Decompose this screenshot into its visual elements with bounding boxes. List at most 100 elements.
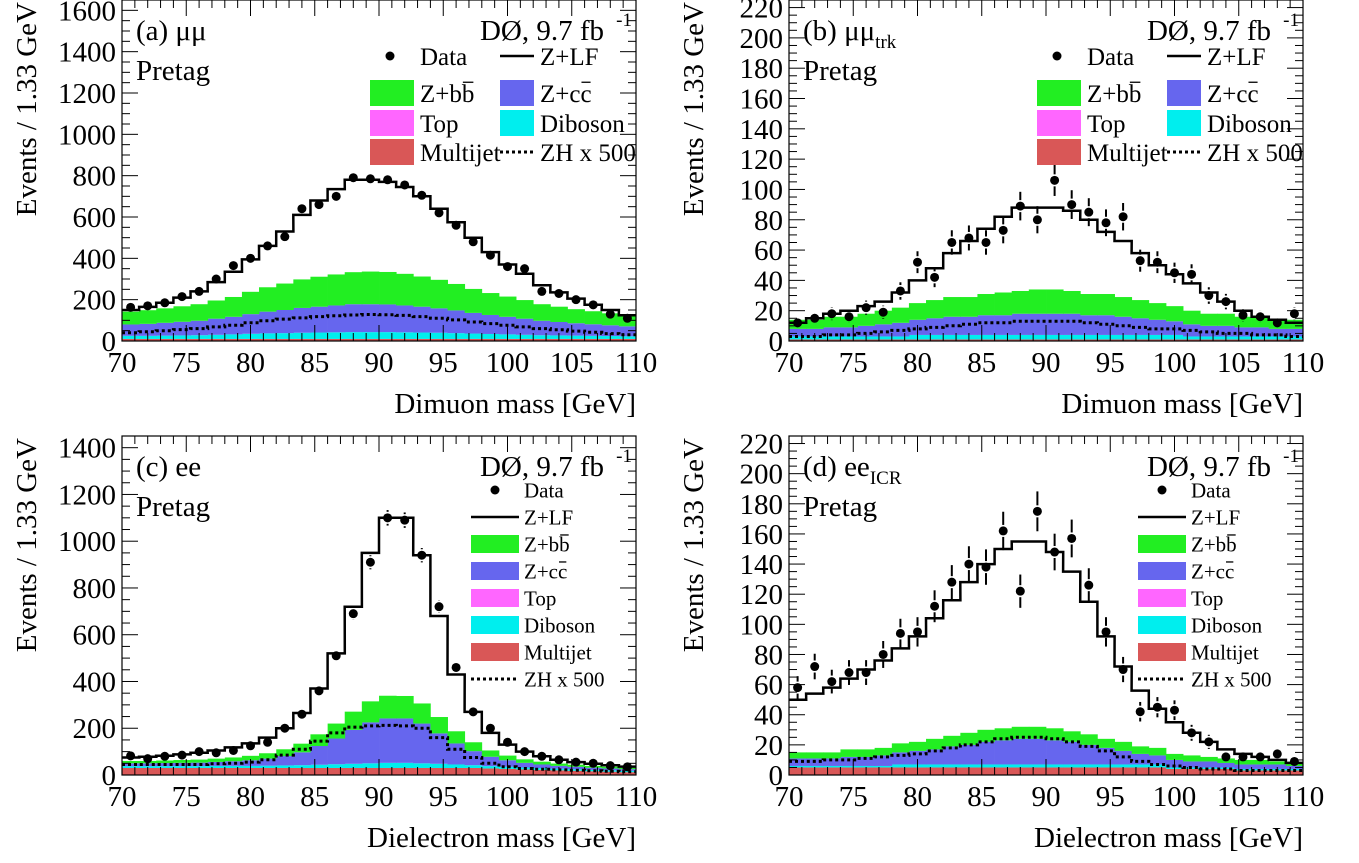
stack-zbb-bar — [344, 272, 363, 305]
stack-zcc-bar — [1183, 761, 1201, 768]
legend-data: Data — [1087, 44, 1134, 71]
stack-zbb-bar — [926, 300, 944, 319]
data-point — [844, 312, 854, 322]
data-point — [878, 307, 888, 317]
stack-zcc-bar — [1080, 744, 1098, 765]
stack-zcc-bar — [516, 318, 534, 335]
stack-zbb-bar — [207, 300, 226, 319]
y-tick-label: 120 — [740, 144, 784, 176]
stack-multijet-bar — [464, 767, 483, 775]
stack-zbb-bar — [1114, 741, 1133, 751]
y-tick-label: 40 — [754, 700, 783, 732]
stack-multijet-bar — [874, 339, 893, 341]
data-point — [1238, 310, 1248, 320]
stack-zbb-bar — [224, 296, 243, 317]
stack-zcc-bar — [584, 767, 603, 770]
y-tick-label: 0 — [769, 326, 784, 358]
stack-zbb-bar — [1011, 726, 1030, 739]
legend-diboson: Diboson — [1207, 111, 1292, 138]
x-tick-label: 100 — [486, 347, 530, 379]
data-point — [1084, 580, 1094, 590]
stack-diboson-bar — [430, 763, 448, 768]
stack-zbb-bar — [1046, 289, 1064, 314]
panel-label-subscript: trk — [875, 32, 897, 53]
legend-diboson: Diboson — [524, 613, 596, 637]
stack-multijet-bar — [1028, 339, 1047, 341]
stack-zcc-bar — [1217, 762, 1235, 768]
data-point — [383, 513, 393, 523]
stack-multijet-bar — [1183, 768, 1201, 775]
stack-diboson-bar — [1046, 764, 1064, 768]
stack-multijet-bar — [224, 767, 243, 775]
x-tick-label: 110 — [1282, 781, 1324, 813]
stack-diboson-bar — [874, 765, 893, 768]
stack-zcc-bar — [344, 304, 363, 333]
legend-top-swatch — [471, 589, 519, 607]
legend-top: Top — [1087, 111, 1126, 138]
stack-zcc-bar — [361, 722, 380, 764]
data-point — [947, 237, 957, 247]
stack-multijet-bar — [413, 338, 431, 341]
legend-data-marker — [385, 51, 395, 61]
stack-multijet-bar — [430, 338, 448, 341]
stack-zcc-bar — [259, 311, 277, 334]
stack-multijet-bar — [1028, 767, 1047, 775]
legend-antiquark: c — [558, 559, 567, 583]
legend-antiquark: b — [1129, 81, 1142, 108]
stack-zcc-bar — [516, 762, 534, 768]
stack-multijet-bar — [173, 338, 191, 341]
stack-diboson-bar — [259, 765, 277, 768]
stack-zbb-bar — [584, 311, 603, 325]
data-point — [1289, 309, 1299, 319]
legend-multijet-swatch — [1037, 139, 1081, 165]
y-tick-label: 200 — [740, 459, 784, 491]
stack-multijet-bar — [567, 770, 585, 775]
stack-multijet-bar — [977, 767, 995, 775]
y-tick-label: 120 — [740, 579, 784, 611]
x-tick-label: 70 — [775, 347, 804, 379]
stack-multijet-bar — [1285, 770, 1304, 775]
data-point — [1015, 586, 1025, 596]
stack-zbb-bar — [550, 306, 568, 322]
selection-label: Pretag — [136, 491, 210, 523]
stack-zcc-bar — [1268, 328, 1287, 337]
stack-multijet-bar — [310, 338, 328, 341]
stack-multijet-bar — [1080, 339, 1098, 341]
stack-diboson-bar — [1097, 334, 1115, 340]
stack-zbb-bar — [1200, 756, 1218, 762]
legend-data-marker — [490, 485, 500, 495]
stack-zbb-bar — [533, 761, 551, 765]
stack-zcc-bar — [156, 322, 174, 336]
data-point — [434, 602, 444, 612]
legend-zlf: Z+LF — [1191, 505, 1240, 529]
panel-2: 70 75 80 85 90 95 100 105 1100204060801001201401… — [678, 0, 1324, 420]
stack-multijet-bar — [1183, 339, 1201, 341]
lumi-exponent: -1 — [616, 446, 632, 467]
stack-diboson-bar — [293, 765, 311, 768]
y-tick-label: 200 — [73, 713, 117, 745]
stack-zbb-bar — [1028, 726, 1047, 739]
zlf-total-line — [789, 206, 1303, 325]
data-point — [400, 180, 410, 190]
stack-zbb-bar — [310, 734, 328, 747]
legend-multijet-swatch — [1138, 643, 1186, 661]
stack-zbb-bar — [396, 273, 414, 306]
stack-multijet-bar — [379, 338, 397, 341]
stack-zcc-bar — [874, 324, 893, 337]
stack-multijet-bar — [361, 767, 380, 775]
stack-zcc-bar — [1217, 325, 1235, 337]
zlf-total-line — [122, 516, 636, 768]
stack-zbb-bar — [806, 319, 824, 329]
stack-diboson-bar — [1131, 334, 1150, 340]
selection-label: Pretag — [803, 491, 877, 523]
stack-multijet-bar — [823, 767, 841, 775]
stack-zcc-bar — [1234, 764, 1252, 769]
x-tick-label: 70 — [775, 781, 804, 813]
panel-label-subscript: ICR — [870, 468, 902, 489]
y-tick-label: 1200 — [58, 479, 116, 511]
stack-zbb-bar — [994, 728, 1013, 741]
stack-multijet-bar — [584, 771, 603, 775]
data-point — [485, 250, 495, 260]
stack-zcc-bar — [413, 723, 431, 764]
stack-zbb-bar — [550, 763, 568, 766]
